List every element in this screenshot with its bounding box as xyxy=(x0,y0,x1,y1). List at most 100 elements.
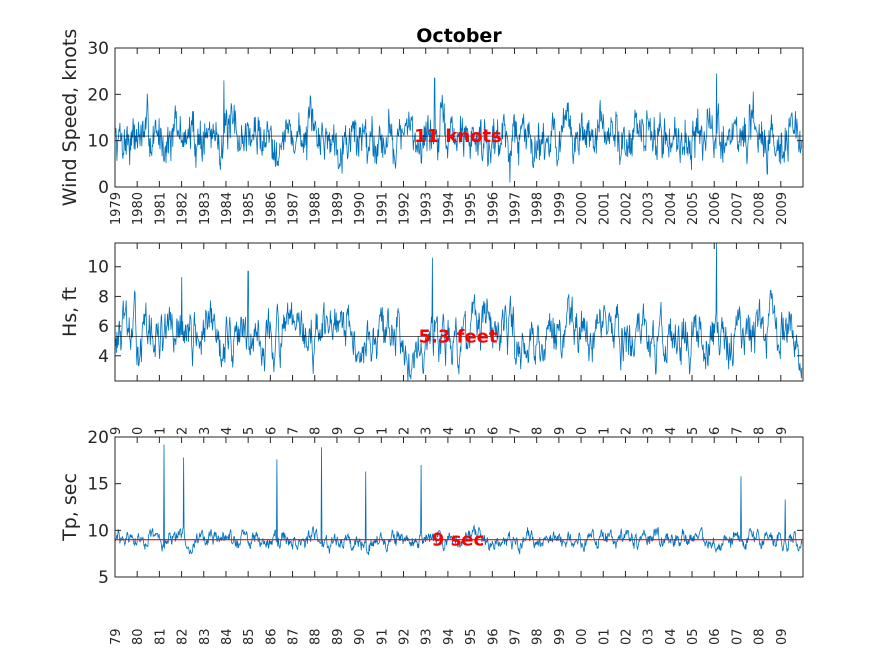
x-tick-label: 1994 xyxy=(442,192,457,225)
x-tick-label: 83 xyxy=(198,628,213,645)
x-tick-label: 6 xyxy=(264,427,279,435)
y-tick-label: 20 xyxy=(87,428,109,448)
x-tick-label: 1985 xyxy=(242,192,257,225)
x-tick-label: 3 xyxy=(198,427,213,435)
x-tick-label: 82 xyxy=(176,628,191,645)
axes-box xyxy=(114,436,804,578)
x-tick-label: 07 xyxy=(730,628,745,645)
x-tick-label: 7 xyxy=(508,427,523,435)
x-tick-label: 2003 xyxy=(642,192,657,225)
y-tick-label: 20 xyxy=(87,85,109,105)
x-tick-label: 1998 xyxy=(531,192,546,225)
y-tick-label: 8 xyxy=(98,287,109,307)
x-tick-label: 06 xyxy=(708,628,723,645)
x-tick-label: 05 xyxy=(686,628,701,645)
x-tick-label: 1990 xyxy=(353,192,368,225)
x-tick-label: 0 xyxy=(575,427,590,435)
x-tick-label: 02 xyxy=(619,628,634,645)
x-tick-label: 4 xyxy=(664,427,679,435)
y-axis-label: Tp, sec xyxy=(59,473,81,542)
y-tick-label: 0 xyxy=(98,178,109,198)
y-tick-label: 6 xyxy=(98,317,109,337)
x-tick-label: 04 xyxy=(664,628,679,645)
x-tick-label: 9 xyxy=(109,427,124,435)
x-tick-label: 3 xyxy=(642,427,657,435)
x-tick-label: 1 xyxy=(153,427,168,435)
y-tick-label: 15 xyxy=(87,475,109,495)
x-tick-label: 2004 xyxy=(664,192,679,225)
y-tick-label: 10 xyxy=(87,132,109,152)
x-tick-label: 1981 xyxy=(153,192,168,225)
x-tick-label: 9 xyxy=(553,427,568,435)
x-tick-label: 96 xyxy=(486,628,501,645)
x-tick-label: 01 xyxy=(597,628,612,645)
x-tick-label: 2007 xyxy=(730,192,745,225)
x-tick-label: 6 xyxy=(708,427,723,435)
x-tick-label: 1988 xyxy=(309,192,324,225)
mean-annotation: 11 knots xyxy=(414,126,502,147)
x-tick-label: 2 xyxy=(176,427,191,435)
x-tick-label: 99 xyxy=(553,628,568,645)
x-tick-label: 85 xyxy=(242,628,257,645)
x-tick-label: 4 xyxy=(220,427,235,435)
x-tick-label: 7 xyxy=(730,427,745,435)
x-tick-label: 97 xyxy=(508,628,523,645)
x-tick-label: 87 xyxy=(287,628,302,645)
x-tick-label: 03 xyxy=(642,628,657,645)
x-tick-label: 4 xyxy=(442,427,457,435)
x-tick-label: 2000 xyxy=(575,192,590,225)
x-tick-label: 86 xyxy=(264,628,279,645)
mean-annotation: 5.3 feet xyxy=(418,326,497,347)
x-tick-label: 2006 xyxy=(708,192,723,225)
mean-annotation: 9 sec xyxy=(432,530,484,551)
x-tick-label: 5 xyxy=(686,427,701,435)
x-tick-label: 5 xyxy=(242,427,257,435)
y-tick-label: 30 xyxy=(87,39,109,59)
x-tick-label: 8 xyxy=(753,427,768,435)
x-tick-label: 09 xyxy=(775,628,790,645)
x-tick-label: 2001 xyxy=(597,192,612,225)
x-tick-label: 8 xyxy=(531,427,546,435)
x-tick-label: 5 xyxy=(464,427,479,435)
x-tick-label: 79 xyxy=(109,628,124,645)
y-tick-label: 10 xyxy=(87,521,109,541)
x-tick-label: 0 xyxy=(131,427,146,435)
x-tick-label: 00 xyxy=(575,628,590,645)
x-tick-label: 90 xyxy=(353,628,368,645)
x-tick-label: 6 xyxy=(486,427,501,435)
chart-title: October xyxy=(416,25,502,47)
x-tick-label: 1996 xyxy=(486,192,501,225)
x-tick-label: 2009 xyxy=(775,192,790,225)
x-tick-label: 9 xyxy=(331,427,346,435)
x-tick-label: 1979 xyxy=(109,192,124,225)
x-tick-label: 1997 xyxy=(508,192,523,225)
y-axis-label: Wind Speed, knots xyxy=(59,29,81,206)
x-tick-label: 89 xyxy=(331,628,346,645)
axes-box xyxy=(114,242,804,382)
x-tick-label: 81 xyxy=(153,628,168,645)
x-tick-label: 1987 xyxy=(287,192,302,225)
x-tick-label: 1991 xyxy=(375,192,390,225)
x-tick-label: 3 xyxy=(420,427,435,435)
x-tick-label: 2 xyxy=(619,427,634,435)
y-tick-label: 4 xyxy=(98,347,109,367)
x-tick-label: 1 xyxy=(375,427,390,435)
x-tick-label: 1995 xyxy=(464,192,479,225)
x-tick-label: 95 xyxy=(464,628,479,645)
x-tick-label: 2002 xyxy=(619,192,634,225)
x-tick-label: 98 xyxy=(531,628,546,645)
x-tick-label: 94 xyxy=(442,628,457,645)
x-tick-label: 8 xyxy=(309,427,324,435)
data-series-line xyxy=(115,242,803,382)
x-tick-label: 1 xyxy=(597,427,612,435)
y-tick-label: 10 xyxy=(87,258,109,278)
x-tick-label: 0 xyxy=(353,427,368,435)
x-tick-label: 9 xyxy=(775,427,790,435)
x-tick-label: 1982 xyxy=(176,192,191,225)
x-tick-label: 1989 xyxy=(331,192,346,225)
x-tick-label: 88 xyxy=(309,628,324,645)
x-tick-label: 80 xyxy=(131,628,146,645)
x-tick-label: 84 xyxy=(220,628,235,645)
